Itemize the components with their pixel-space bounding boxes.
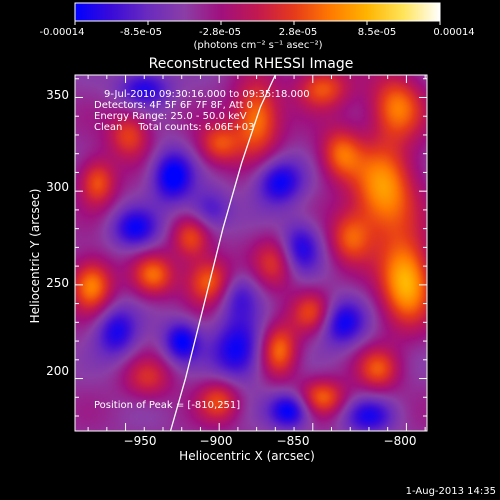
colorbar	[74, 2, 441, 22]
annotation-energy: Energy Range: 25.0 - 50.0 keV	[94, 111, 247, 122]
colorbar-tick-label: -2.8e-05	[199, 27, 241, 38]
annotation-detectors: Detectors: 4F 5F 6F 7F 8F, Att 0	[94, 100, 253, 111]
solar-limb-curve	[169, 75, 276, 431]
colorbar-tick-label: 0.00014	[433, 27, 474, 38]
x-tick-label: −900	[200, 434, 233, 448]
colorbar-units: (photons cm⁻² s⁻¹ asec⁻²)	[193, 40, 322, 51]
y-tick-label: 200	[46, 364, 69, 378]
y-tick-label: 350	[46, 88, 69, 102]
axis-ticks	[75, 75, 427, 431]
colorbar-tick-label: 8.5e-05	[358, 27, 396, 38]
plot-title: Reconstructed RHESSI Image	[149, 56, 354, 72]
annotation-peak: Position of Peak = [-810,251]	[94, 400, 240, 411]
y-axis-label: Heliocentric Y (arcsec)	[28, 189, 42, 324]
x-tick-label: −950	[124, 434, 157, 448]
y-tick-label: 250	[46, 276, 69, 290]
colorbar-tick-label: -8.5e-05	[120, 27, 162, 38]
plot-frame	[74, 74, 428, 432]
x-axis-label: Heliocentric X (arcsec)	[179, 449, 315, 463]
colorbar-tick-label: -0.00014	[40, 27, 85, 38]
colorbar-tick-label: 2.8e-05	[279, 27, 317, 38]
colorbar-ticks	[74, 21, 441, 25]
footer-date: 1-Aug-2013 14:35	[406, 486, 496, 497]
x-tick-label: −850	[277, 434, 310, 448]
y-tick-label: 300	[46, 180, 69, 194]
x-tick-label: −800	[384, 434, 417, 448]
annotation-time: 9-Jul-2010 09:30:16.000 to 09:35:18.000	[104, 89, 310, 100]
annotation-clean: Clean Total counts: 6.06E+03	[94, 122, 254, 133]
heatmap-area	[75, 75, 427, 431]
